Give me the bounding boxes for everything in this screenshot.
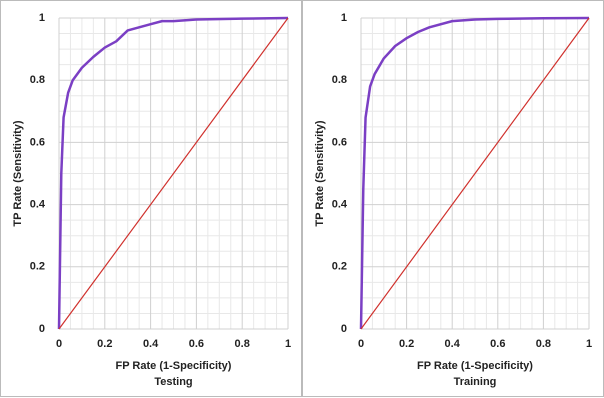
y-tick-label: 0.2 <box>332 261 347 273</box>
panel-border <box>0 0 302 397</box>
y-axis-label: TP Rate (Sensitivity) <box>12 120 24 226</box>
x-axis-label: FP Rate (1-Specificity) <box>417 360 533 372</box>
x-tick-label: 1 <box>285 338 291 350</box>
x-tick-label: 0 <box>358 338 364 350</box>
series-line <box>58 17 289 330</box>
chart-panel: 0 0.2 0.4 0.6 0.8 1 0 0.2 0.4 0.6 0.8 1 FP Rate (1-S… <box>0 0 302 397</box>
x-axis-label: FP Rate (1-Specificity) <box>116 360 232 372</box>
y-tick-label: 0.8 <box>332 74 347 86</box>
subtitle: Training <box>454 376 497 388</box>
y-tick-label: 0 <box>39 323 45 335</box>
x-tick-label: 0.2 <box>97 338 112 350</box>
x-tick-label: 1 <box>586 338 592 350</box>
series-line <box>359 16 590 330</box>
x-tick-label: 0.6 <box>189 338 204 350</box>
x-tick-label: 0.8 <box>536 338 551 350</box>
x-tick-label: 0.4 <box>143 338 159 350</box>
y-tick-label: 0.4 <box>30 199 46 211</box>
x-tick-label: 0.8 <box>235 338 250 350</box>
y-axis-label: TP Rate (Sensitivity) <box>314 120 326 226</box>
y-tick-label: 0.6 <box>30 136 45 148</box>
series-line <box>360 17 590 330</box>
x-tick-label: 0.2 <box>399 338 414 350</box>
x-tick-label: 0.6 <box>490 338 505 350</box>
subtitle: Testing <box>154 376 192 388</box>
y-tick-label: 1 <box>341 12 347 24</box>
y-tick-label: 0.6 <box>332 136 347 148</box>
chart-panel: 0 0.2 0.4 0.6 0.8 1 0 0.2 0.4 0.6 0.8 1 FP Rate (1-S… <box>302 0 604 397</box>
x-tick-label: 0.4 <box>445 338 461 350</box>
series-line <box>57 16 289 330</box>
x-tick-label: 0 <box>56 338 62 350</box>
y-tick-label: 0 <box>341 323 347 335</box>
y-tick-label: 0.8 <box>30 74 45 86</box>
y-tick-label: 0.4 <box>332 199 348 211</box>
y-tick-label: 0.2 <box>30 261 45 273</box>
y-tick-label: 1 <box>39 12 45 24</box>
